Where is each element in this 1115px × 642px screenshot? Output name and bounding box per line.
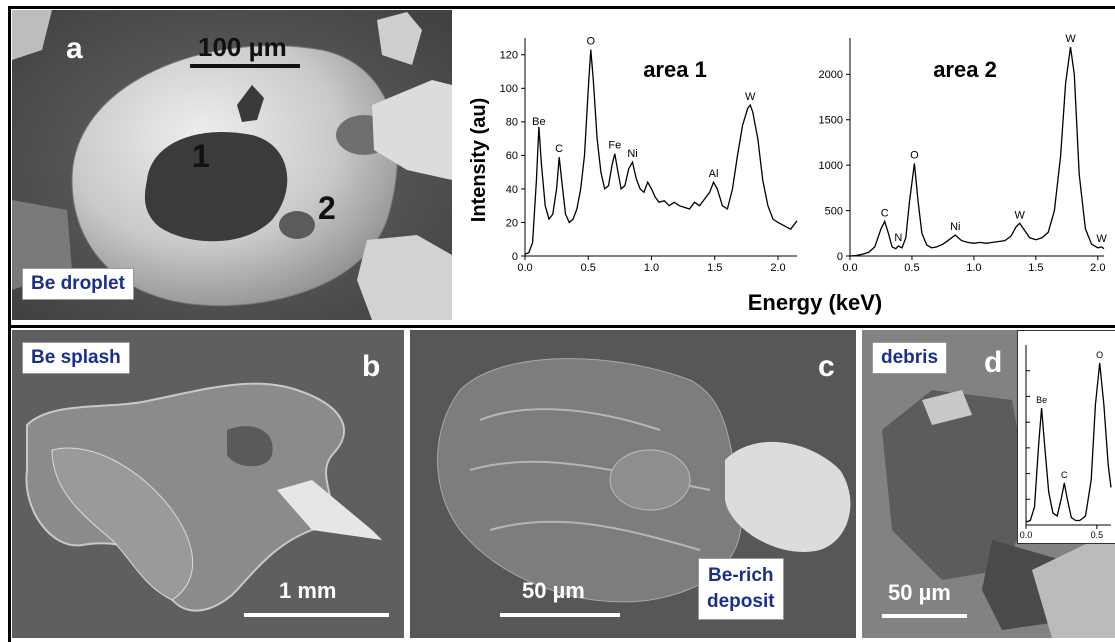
shared-x-axis-label: Energy (keV) (748, 290, 883, 315)
scale-line-b (244, 613, 389, 617)
inset-spectrum: 0.0 0.5 Be C O (1017, 330, 1115, 544)
chart-title-area2: area 2 (933, 57, 997, 82)
scale-bar-c: 50 µm (500, 578, 660, 623)
panel-a: a 100 µm 1 2 Be droplet (12, 10, 452, 320)
eds-spectrum-debris-inset: 0.0 0.5 Be C O (1020, 345, 1112, 540)
peak-label-1-4: W (1015, 209, 1026, 221)
x-tick-label-2-1: 0.5 (1091, 530, 1104, 540)
x-tick-label-1-3: 1.5 (1028, 262, 1043, 274)
spectrum-line-2 (1025, 362, 1112, 523)
y-tick-label-1-3: 1500 (819, 115, 843, 127)
spectrum-line-1 (849, 47, 1105, 257)
peak-label-0-0: Be (532, 116, 545, 128)
peak-label-1-0: C (881, 207, 889, 219)
y-tick-label-0-5: 100 (500, 83, 518, 95)
tag-be-splash: Be splash (22, 342, 130, 374)
sem-image-splash (12, 330, 404, 638)
x-tick-label-0-1: 0.5 (581, 262, 596, 274)
peak-label-0-5: Al (709, 168, 719, 180)
area-marker-1: 1 (192, 138, 210, 174)
chart-title-area1: area 1 (643, 57, 707, 82)
peak-label-1-6: W (1096, 233, 1107, 245)
panel-letter-a: a (66, 32, 83, 65)
y-tick-label-1-4: 2000 (819, 69, 843, 81)
tag-line-2: deposit (707, 591, 775, 612)
x-tick-label-0-2: 1.0 (644, 262, 659, 274)
scale-label-c: 50 µm (522, 578, 585, 603)
x-tick-label-2-0: 0.0 (1020, 530, 1033, 540)
scale-label-b: 1 mm (279, 578, 337, 603)
peak-label-0-1: C (555, 143, 563, 155)
panel-d: debris d 50 µm 0.0 0.5 Be C O (862, 330, 1115, 638)
x-tick-label-1-1: 0.5 (904, 262, 919, 274)
spectra-panel: Intensity (au) Energy (keV) area 1 area … (455, 10, 1115, 320)
y-axis-label: Intensity (au) (468, 98, 490, 222)
frame-left (8, 8, 11, 642)
tag-be-droplet: Be droplet (22, 268, 134, 300)
x-tick-label-1-4: 2.0 (1090, 262, 1105, 274)
tag-be-rich-deposit: Be-rich deposit (698, 558, 784, 620)
scale-bar-d: 50 µm (882, 580, 982, 625)
sem-image-droplet (12, 10, 452, 320)
x-tick-label-0-3: 1.5 (707, 262, 722, 274)
x-tick-label-1-2: 1.0 (966, 262, 981, 274)
eds-spectra-area1-area2: Intensity (au) Energy (keV) area 1 area … (468, 33, 1107, 315)
panel-b: Be splash b 1 mm (12, 330, 404, 638)
y-tick-label-0-6: 120 (500, 50, 518, 62)
scale-bar-a: 100 µm (190, 32, 310, 72)
scale-line-c (500, 613, 620, 617)
peak-label-0-2: O (587, 36, 596, 48)
panel-letter-d: d (984, 346, 1003, 379)
peak-label-0-4: Ni (627, 148, 637, 160)
y-tick-label-1-0: 0 (837, 251, 843, 263)
peak-label-1-1: N (894, 232, 902, 244)
scale-label-d: 50 µm (888, 580, 951, 605)
area-marker-2: 2 (318, 190, 336, 226)
y-tick-label-0-0: 0 (512, 251, 518, 263)
tag-line-1: Be-rich (708, 565, 774, 586)
peak-label-1-2: O (910, 149, 919, 161)
panel-letter-b: b (362, 350, 381, 383)
peak-label-0-6: W (745, 91, 756, 103)
scale-line-a (190, 64, 300, 68)
tag-debris: debris (872, 342, 948, 374)
peak-label-1-3: Ni (950, 221, 960, 233)
y-tick-label-1-1: 500 (825, 205, 843, 217)
peak-label-0-3: Fe (608, 140, 621, 152)
x-tick-label-0-0: 0.0 (517, 262, 532, 274)
scale-line-d (882, 614, 967, 618)
x-tick-label-0-4: 2.0 (770, 262, 785, 274)
peak-label-2-0: Be (1036, 395, 1047, 405)
y-tick-label-0-1: 20 (506, 217, 518, 229)
spectrum-line-0 (524, 49, 798, 255)
y-tick-label-1-2: 1000 (819, 160, 843, 172)
x-tick-label-1-0: 0.0 (842, 262, 857, 274)
frame-top (8, 6, 1115, 9)
peak-label-2-2: O (1096, 350, 1103, 360)
scale-label-a: 100 µm (198, 32, 287, 62)
divider-top (8, 325, 1115, 328)
panel-letter-c: c (818, 350, 835, 383)
peak-label-1-5: W (1065, 33, 1076, 45)
y-tick-label-0-3: 60 (506, 150, 518, 162)
scale-bar-b: 1 mm (244, 578, 404, 623)
y-tick-label-0-2: 40 (506, 184, 518, 196)
y-tick-label-0-4: 80 (506, 117, 518, 129)
peak-label-2-1: C (1061, 470, 1068, 480)
panel-c: c 50 µm Be-rich deposit (410, 330, 856, 638)
